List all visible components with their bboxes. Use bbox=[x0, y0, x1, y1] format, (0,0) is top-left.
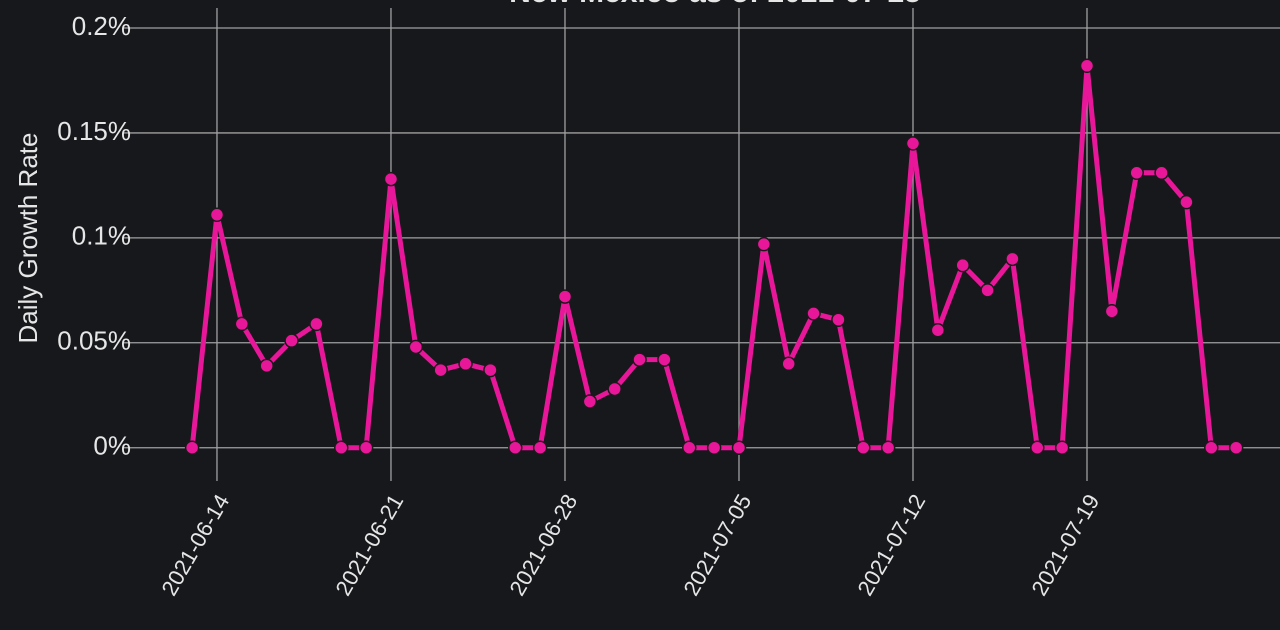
x-tick-label: 2021-07-19 bbox=[1026, 490, 1104, 600]
point bbox=[1030, 440, 1045, 455]
point bbox=[1005, 251, 1020, 267]
point bbox=[781, 356, 796, 372]
point bbox=[1129, 165, 1144, 181]
point bbox=[1228, 440, 1244, 455]
point bbox=[657, 352, 672, 367]
point bbox=[383, 171, 399, 187]
x-tick-label: 2021-06-14 bbox=[156, 490, 234, 600]
point bbox=[955, 257, 970, 273]
point bbox=[557, 289, 573, 304]
point bbox=[806, 306, 821, 321]
point bbox=[682, 440, 697, 455]
point bbox=[980, 283, 995, 298]
y-tick-label: 0.15% bbox=[57, 116, 131, 146]
x-tick-label: 2021-06-21 bbox=[330, 490, 408, 600]
point bbox=[433, 362, 448, 378]
y-tick-label: 0% bbox=[93, 431, 131, 461]
point bbox=[1204, 440, 1219, 455]
point bbox=[508, 440, 523, 455]
x-tick-label: 2021-07-12 bbox=[852, 490, 930, 600]
point bbox=[358, 440, 374, 455]
x-tick-label: 2021-07-05 bbox=[678, 490, 756, 600]
y-tick-label: 0.2% bbox=[72, 11, 131, 41]
point bbox=[184, 440, 200, 455]
point bbox=[284, 333, 299, 348]
point bbox=[532, 440, 548, 455]
point bbox=[731, 440, 747, 455]
point bbox=[309, 316, 324, 332]
y-tick-label: 0.1% bbox=[72, 221, 131, 251]
point bbox=[334, 440, 349, 455]
point bbox=[880, 440, 896, 455]
point bbox=[1104, 304, 1120, 319]
line bbox=[189, 63, 1237, 451]
point bbox=[905, 136, 921, 151]
point bbox=[706, 440, 722, 455]
chart-title: New Mexico as of 2021-07-25 bbox=[509, 0, 921, 9]
x-tick-label: 2021-06-28 bbox=[504, 490, 582, 600]
point bbox=[408, 339, 424, 355]
point bbox=[831, 312, 846, 327]
point bbox=[458, 356, 473, 372]
point bbox=[1179, 194, 1194, 210]
point bbox=[607, 381, 622, 397]
point bbox=[930, 322, 946, 338]
y-tick-label: 0.05% bbox=[57, 326, 131, 356]
point bbox=[582, 394, 598, 409]
point bbox=[234, 316, 250, 332]
point bbox=[856, 440, 871, 455]
point bbox=[1154, 165, 1169, 181]
point bbox=[1054, 440, 1070, 455]
point bbox=[1079, 58, 1095, 74]
point bbox=[632, 352, 647, 367]
point bbox=[483, 362, 498, 378]
point bbox=[209, 207, 225, 223]
y-axis-label: Daily Growth Rate bbox=[13, 133, 43, 344]
point bbox=[259, 358, 274, 374]
point bbox=[756, 236, 772, 252]
